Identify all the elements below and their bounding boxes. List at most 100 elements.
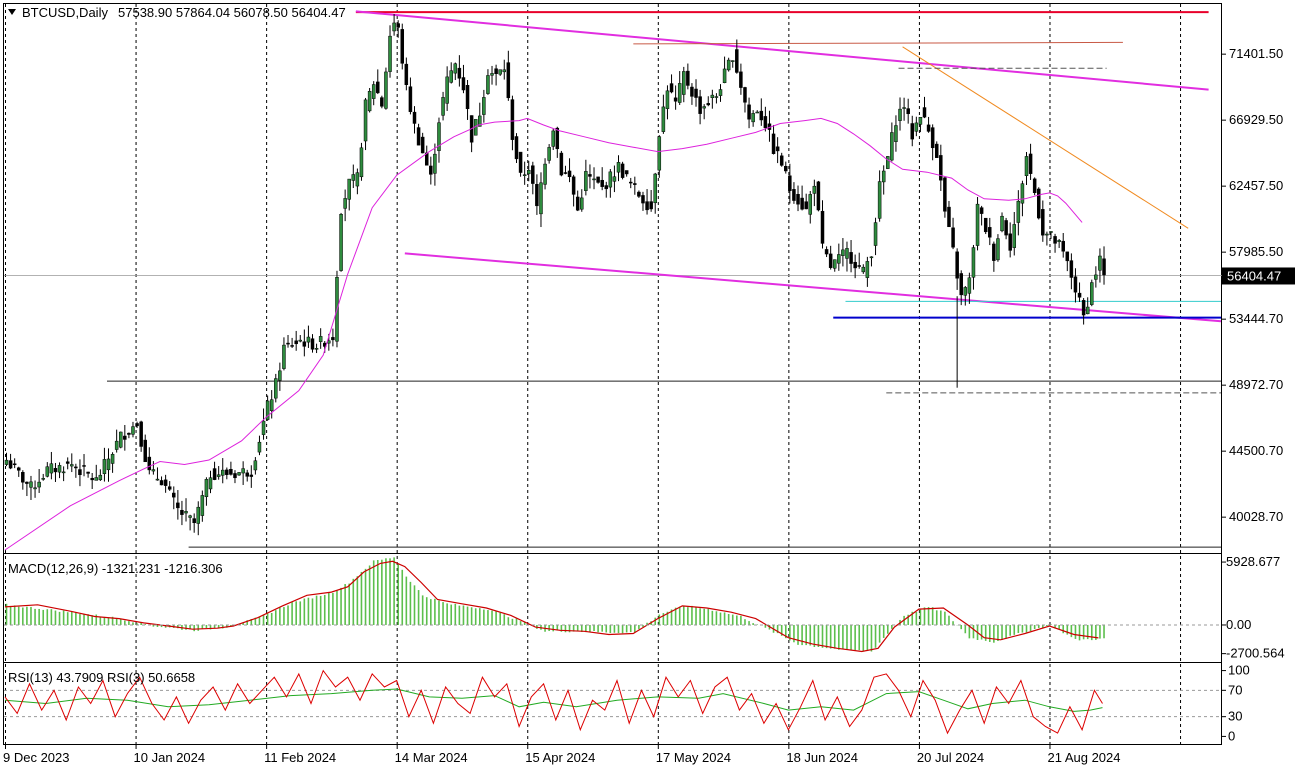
- candle-body: [314, 348, 319, 350]
- candle-body: [1012, 224, 1017, 248]
- candle-body: [25, 481, 29, 484]
- candle-body: [841, 249, 845, 256]
- dropdown-triangle-icon[interactable]: [8, 9, 16, 15]
- candle-body: [853, 261, 857, 269]
- candle-body: [1077, 292, 1082, 298]
- candle-body: [633, 183, 637, 185]
- candle-body: [245, 472, 249, 477]
- candle-body: [257, 441, 262, 453]
- candle-body: [571, 176, 576, 195]
- candle-body: [98, 474, 103, 481]
- candle-body: [1073, 276, 1078, 293]
- candle-body: [441, 97, 445, 116]
- candle-body: [620, 163, 625, 178]
- candle-body: [118, 431, 123, 448]
- macd-tick-label: -2700.564: [1226, 646, 1285, 661]
- rsi-tick-label: 100: [1228, 663, 1250, 678]
- candle-body: [543, 163, 547, 185]
- time-tick-label: 17 May 2024: [656, 750, 731, 765]
- candle-body: [535, 184, 539, 207]
- candle-body: [747, 104, 751, 120]
- candle-body: [1081, 300, 1086, 316]
- candle-body: [123, 435, 127, 440]
- candle-body: [596, 176, 600, 183]
- candle-body: [343, 198, 347, 209]
- candle-body: [502, 69, 507, 73]
- rsi-tick-label: 30: [1228, 709, 1242, 724]
- drawn-lines[interactable]: [4, 10, 1222, 548]
- candle-body: [180, 509, 184, 515]
- candle-body: [200, 495, 205, 516]
- candle-body: [792, 189, 796, 201]
- candle-body: [726, 59, 731, 71]
- candle-body: [914, 122, 919, 132]
- candle-body: [412, 111, 417, 124]
- trend-line: [633, 41, 1123, 45]
- candle-body: [498, 69, 502, 75]
- price-tick-label: 71401.50: [1229, 46, 1283, 61]
- price-tick-label: 48972.70: [1229, 377, 1283, 392]
- candle-body: [604, 185, 609, 190]
- candle-body: [788, 175, 792, 191]
- candle-body: [898, 108, 902, 121]
- candle-body: [318, 336, 323, 342]
- candle-body: [698, 96, 702, 114]
- candle-body: [665, 90, 670, 109]
- candle-body: [376, 81, 380, 94]
- candle-body: [29, 481, 33, 488]
- candle-body: [804, 201, 808, 210]
- candle-body: [16, 467, 21, 471]
- candle-body: [261, 420, 266, 435]
- candle-body: [894, 125, 898, 142]
- candle-body: [988, 227, 992, 238]
- candle-body: [167, 486, 172, 490]
- candle-body: [779, 155, 784, 166]
- candle-body: [282, 344, 286, 369]
- candle-body: [730, 60, 735, 62]
- candle-body: [220, 469, 225, 476]
- candle-body: [70, 464, 74, 467]
- candle-body: [1028, 153, 1033, 174]
- candle-body: [461, 77, 466, 91]
- candle-body: [155, 478, 160, 481]
- candle-body: [114, 440, 119, 450]
- candle-body: [49, 463, 54, 474]
- candle-body: [1057, 240, 1061, 243]
- candle-body: [371, 84, 376, 99]
- candle-body: [983, 217, 988, 233]
- time-tick-label: 15 Apr 2024: [525, 750, 595, 765]
- candle-body: [902, 107, 906, 109]
- candle-body: [1102, 258, 1106, 276]
- candle-body: [759, 110, 764, 121]
- candle-body: [1041, 209, 1045, 236]
- rsi-label: RSI(13) 43.7909 RSI(3) 50.6658: [8, 670, 195, 685]
- candle-body: [739, 71, 743, 88]
- candle-body: [420, 136, 425, 154]
- candle-body: [159, 480, 164, 486]
- candle-body: [918, 117, 923, 125]
- candle-body: [416, 127, 421, 146]
- candle-body: [608, 171, 613, 188]
- time-tick-label: 18 Jun 2024: [786, 750, 858, 765]
- candle-body: [1090, 282, 1094, 305]
- time-tick-label: 14 Mar 2024: [395, 750, 468, 765]
- candle-body: [453, 63, 458, 74]
- candle-body: [449, 70, 453, 83]
- candle-body: [624, 170, 629, 175]
- candle-body: [816, 181, 821, 211]
- candle-body: [216, 474, 221, 477]
- candle-body: [890, 132, 894, 161]
- candle-body: [12, 463, 17, 466]
- candle-body: [653, 173, 657, 204]
- candle-body: [551, 130, 555, 147]
- candle-body: [934, 143, 939, 158]
- candle-body: [294, 340, 298, 345]
- candle-body: [1004, 220, 1008, 236]
- candle-body: [832, 259, 837, 269]
- candle-body: [384, 71, 388, 109]
- candle-body: [641, 195, 645, 204]
- candle-body: [926, 124, 931, 132]
- rsi-pane: [4, 669, 1222, 735]
- candle-body: [861, 266, 866, 273]
